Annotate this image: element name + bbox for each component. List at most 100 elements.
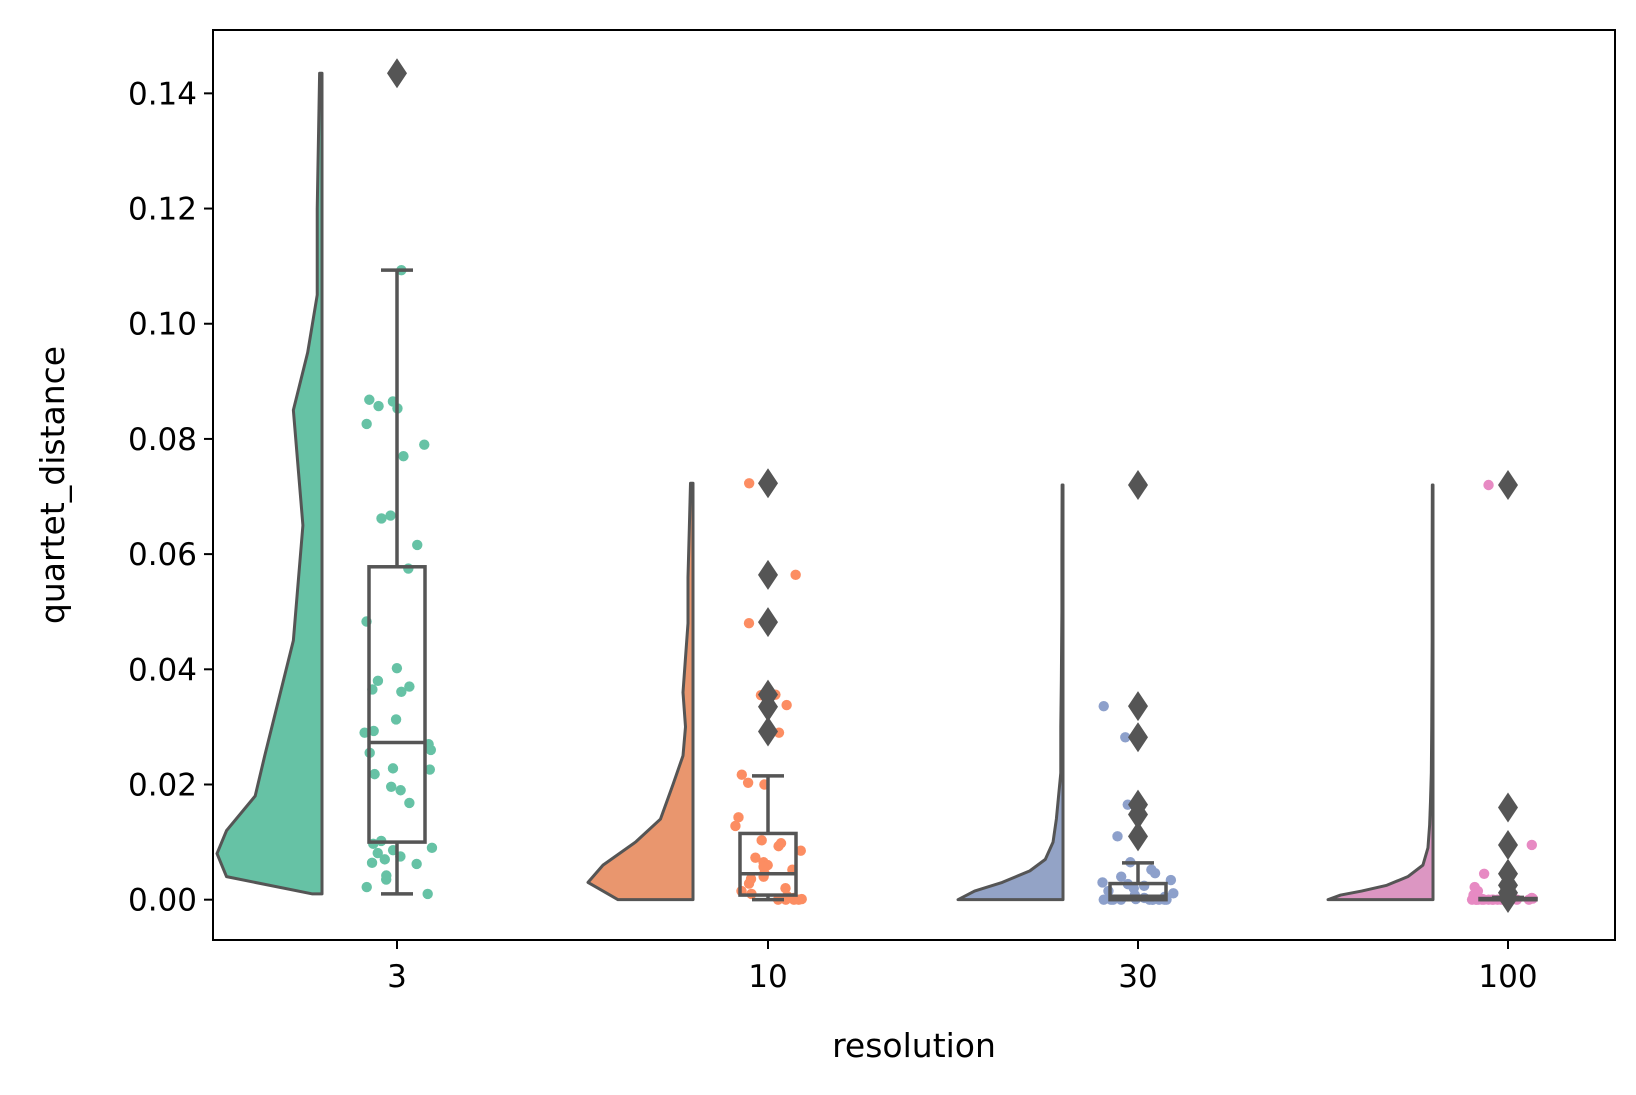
data-point bbox=[733, 812, 744, 823]
data-point bbox=[1526, 839, 1537, 851]
box-iqr bbox=[1108, 881, 1168, 902]
outlier-marker bbox=[758, 691, 778, 722]
data-point bbox=[742, 777, 754, 788]
data-point bbox=[773, 840, 784, 852]
data-point bbox=[1112, 831, 1123, 842]
plot-frame bbox=[212, 29, 1616, 941]
data-point bbox=[373, 400, 384, 412]
outlier-marker bbox=[1128, 691, 1148, 722]
data-point bbox=[369, 768, 380, 780]
data-point bbox=[1165, 874, 1177, 886]
x-tick-label: 10 bbox=[748, 959, 787, 995]
data-point bbox=[359, 727, 370, 738]
outlier-marker bbox=[1128, 470, 1148, 500]
data-point bbox=[391, 662, 403, 674]
box-iqr bbox=[738, 831, 798, 897]
data-point bbox=[381, 874, 392, 885]
data-point bbox=[1483, 479, 1494, 491]
data-point bbox=[1120, 732, 1131, 743]
violin-half bbox=[586, 481, 695, 902]
data-point bbox=[404, 681, 415, 692]
y-tick-label: 0.06 bbox=[128, 537, 197, 573]
data-point bbox=[1168, 888, 1179, 899]
data-point bbox=[387, 763, 399, 774]
data-point bbox=[361, 418, 372, 430]
data-point bbox=[364, 394, 375, 405]
outlier-marker bbox=[1128, 821, 1148, 852]
data-point bbox=[756, 835, 767, 846]
violin-half bbox=[1326, 483, 1435, 902]
x-tick-label: 3 bbox=[387, 959, 407, 995]
y-tick-label: 0.02 bbox=[128, 767, 197, 803]
outlier-marker bbox=[1498, 470, 1518, 500]
data-point bbox=[743, 618, 755, 629]
data-point bbox=[412, 539, 423, 551]
data-point bbox=[372, 847, 383, 859]
boxes-layer bbox=[367, 268, 1538, 902]
data-point bbox=[788, 894, 800, 905]
outlier-marker bbox=[758, 607, 778, 638]
data-point bbox=[376, 513, 387, 524]
data-point bbox=[390, 714, 402, 725]
data-point bbox=[379, 854, 390, 865]
outlier-marker bbox=[387, 58, 407, 89]
outliers-layer bbox=[387, 58, 1518, 913]
data-point bbox=[743, 878, 755, 889]
data-point bbox=[780, 894, 792, 905]
x-axis-label: resolution bbox=[832, 1026, 996, 1065]
data-point bbox=[425, 744, 437, 756]
outlier-marker bbox=[758, 468, 778, 499]
box-iqr bbox=[367, 565, 427, 844]
outlier-marker bbox=[758, 716, 778, 747]
x-tick-label: 30 bbox=[1118, 959, 1157, 995]
y-axis-label: quartet_distance bbox=[33, 346, 72, 624]
data-point bbox=[781, 699, 792, 711]
data-point bbox=[395, 785, 406, 796]
outlier-marker bbox=[758, 559, 778, 590]
violin-half bbox=[215, 71, 324, 896]
data-point bbox=[366, 857, 378, 869]
y-tick-label: 0.14 bbox=[128, 76, 197, 112]
data-point bbox=[1116, 871, 1127, 882]
data-point bbox=[396, 686, 407, 697]
data-point bbox=[730, 820, 741, 832]
data-point bbox=[368, 725, 379, 737]
data-point bbox=[736, 769, 747, 780]
data-point bbox=[795, 845, 806, 856]
y-tick-label: 0.12 bbox=[128, 192, 197, 228]
data-point bbox=[790, 569, 801, 581]
outlier-marker bbox=[1498, 882, 1518, 913]
outlier-marker bbox=[1498, 829, 1518, 860]
points-layer bbox=[359, 67, 1538, 905]
y-tick-label: 0.08 bbox=[128, 422, 197, 458]
data-point bbox=[422, 888, 433, 900]
data-point bbox=[424, 764, 436, 775]
data-point bbox=[426, 842, 438, 854]
y-tick-label: 0.10 bbox=[128, 307, 197, 343]
data-point bbox=[398, 451, 409, 462]
y-tick-label: 0.00 bbox=[128, 883, 197, 919]
outlier-marker bbox=[1498, 792, 1518, 823]
violins-layer bbox=[215, 71, 1435, 902]
data-point bbox=[385, 510, 396, 521]
data-point bbox=[1149, 867, 1161, 879]
data-point bbox=[780, 882, 791, 894]
data-point bbox=[1098, 894, 1109, 905]
x-tick-label: 100 bbox=[1478, 959, 1537, 995]
data-point bbox=[404, 797, 415, 809]
outlier-marker bbox=[1128, 722, 1148, 753]
data-point bbox=[1098, 700, 1109, 712]
data-point bbox=[372, 675, 384, 687]
data-point bbox=[1097, 877, 1108, 888]
data-point bbox=[411, 858, 422, 870]
violin-half bbox=[956, 483, 1065, 902]
data-point bbox=[1478, 868, 1490, 879]
data-point bbox=[419, 439, 430, 450]
outlier-marker bbox=[1128, 799, 1148, 830]
data-point bbox=[750, 852, 761, 863]
axes-layer: 0.00 0.02 0.04 0.06 0.08 0.10 0.12 0.14 3 10 30 100 bbox=[128, 76, 1538, 995]
data-point bbox=[385, 781, 397, 792]
data-point bbox=[361, 881, 372, 893]
y-tick-label: 0.04 bbox=[128, 652, 197, 688]
